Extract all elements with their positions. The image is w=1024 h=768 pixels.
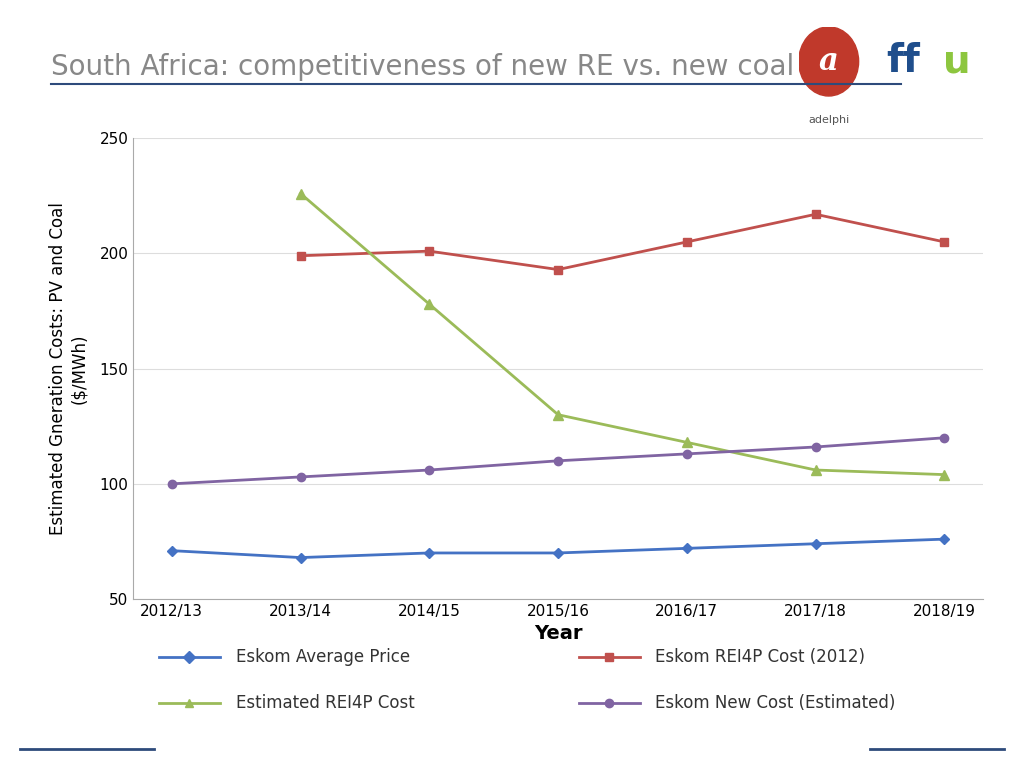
Eskom REI4P Cost (2012) — [423, 247, 435, 256]
Eskom Average Price — [681, 544, 693, 553]
Text: Eskom New Cost (Estimated): Eskom New Cost (Estimated) — [655, 694, 896, 712]
Eskom New Cost (Estimated) — [938, 433, 950, 442]
Eskom Average Price — [810, 539, 822, 548]
Estimated REI4P Cost — [552, 410, 564, 419]
Eskom REI4P Cost (2012) — [552, 265, 564, 274]
Line: Eskom Average Price: Eskom Average Price — [168, 535, 948, 561]
Eskom New Cost (Estimated) — [810, 442, 822, 452]
Eskom New Cost (Estimated) — [166, 479, 178, 488]
Text: a: a — [819, 46, 839, 77]
Estimated REI4P Cost — [681, 438, 693, 447]
Eskom REI4P Cost (2012) — [938, 237, 950, 247]
Estimated REI4P Cost — [938, 470, 950, 479]
Line: Eskom New Cost (Estimated): Eskom New Cost (Estimated) — [168, 434, 948, 488]
Text: Eskom Average Price: Eskom Average Price — [236, 647, 410, 666]
Text: u: u — [943, 42, 971, 81]
Eskom REI4P Cost (2012) — [681, 237, 693, 247]
Eskom Average Price — [552, 548, 564, 558]
X-axis label: Year: Year — [534, 624, 583, 644]
Estimated REI4P Cost — [810, 465, 822, 475]
Estimated REI4P Cost — [423, 300, 435, 309]
Line: Estimated REI4P Cost: Estimated REI4P Cost — [296, 189, 949, 479]
Circle shape — [799, 27, 858, 96]
Text: Eskom REI4P Cost (2012): Eskom REI4P Cost (2012) — [655, 647, 865, 666]
Eskom Average Price — [166, 546, 178, 555]
Text: Estimated REI4P Cost: Estimated REI4P Cost — [236, 694, 415, 712]
Eskom REI4P Cost (2012) — [294, 251, 306, 260]
Eskom REI4P Cost (2012) — [810, 210, 822, 219]
Eskom Average Price — [294, 553, 306, 562]
Text: South Africa: competitiveness of new RE vs. new coal: South Africa: competitiveness of new RE … — [51, 53, 795, 81]
Eskom New Cost (Estimated) — [552, 456, 564, 465]
Text: ff: ff — [886, 42, 920, 81]
Eskom New Cost (Estimated) — [423, 465, 435, 475]
Y-axis label: Estimated Gneration Costs: PV and Coal
($/MWh): Estimated Gneration Costs: PV and Coal (… — [49, 202, 88, 535]
Eskom Average Price — [938, 535, 950, 544]
Text: adelphi: adelphi — [808, 115, 849, 125]
Eskom New Cost (Estimated) — [681, 449, 693, 458]
Estimated REI4P Cost — [294, 189, 306, 198]
Eskom New Cost (Estimated) — [294, 472, 306, 482]
Eskom Average Price — [423, 548, 435, 558]
Line: Eskom REI4P Cost (2012): Eskom REI4P Cost (2012) — [296, 210, 948, 273]
